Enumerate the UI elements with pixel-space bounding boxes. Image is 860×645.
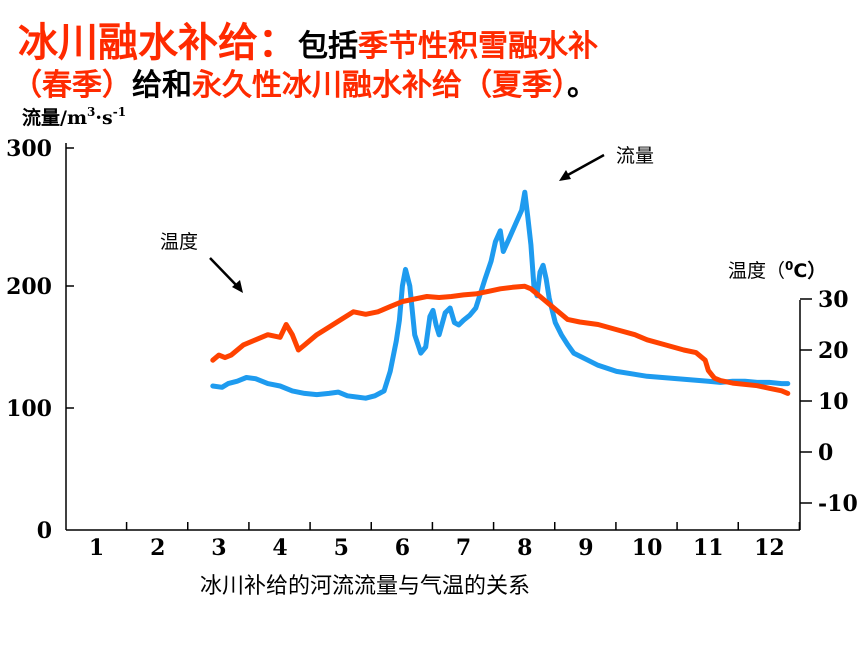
heading-text-6: 。 [567,68,597,103]
y-left-tick-label-200: 200 [6,274,52,300]
series-line-flow [210,189,791,401]
y-right-tick-label-30: 30 [818,287,849,313]
x-tick-label-7: 7 [456,535,471,561]
y-left-tick-label-100: 100 [6,396,52,422]
x-tick-label-3: 3 [211,535,226,561]
y-left-tick-label-0: 0 [37,518,52,544]
flow-arrow [565,153,605,178]
x-tick-label-8: 8 [517,535,532,561]
temperature-arrow [209,257,239,288]
flow-arrowhead [559,170,571,181]
y-right-tick-label--10: -10 [818,491,858,517]
y-right-tick-label-0: 0 [818,440,833,466]
x-tick-label-9: 9 [578,535,593,561]
temperature-arrowhead [232,280,243,293]
heading-text-5: 永久性冰川融水补给（夏季） [192,68,567,103]
y-axis-right-title: 温度（0C） [728,259,826,282]
heading-text-1: 包括 [298,29,358,64]
x-tick-label-1: 1 [89,535,104,561]
x-tick-label-4: 4 [272,535,287,561]
x-tick-label-12: 12 [754,535,785,561]
series-layer [210,189,791,401]
heading-text-2: 季节性积雪融水补 [358,29,598,64]
x-tick-label-11: 11 [693,535,724,561]
y-right-tick-label-10: 10 [818,389,849,415]
series-line-temperature [210,283,791,396]
heading-label: 冰川融水补给： [18,20,298,66]
x-tick-label-10: 10 [632,535,663,561]
y-axis-left-title: 流量/m3·s-1 [22,105,126,129]
chart-caption: 冰川补给的河流流量与气温的关系 [200,574,530,599]
y-left-tick-label-300: 300 [6,136,52,162]
temperature-annotation: 温度 [160,231,198,253]
heading-text-3: （春季） [12,68,132,103]
y-right-tick-label-20: 20 [818,338,849,364]
heading-text-4: 给和 [132,68,192,103]
x-tick-label-6: 6 [395,535,410,561]
x-tick-label-2: 2 [150,535,165,561]
x-tick-label-5: 5 [334,535,349,561]
flow-annotation: 流量 [616,145,654,167]
